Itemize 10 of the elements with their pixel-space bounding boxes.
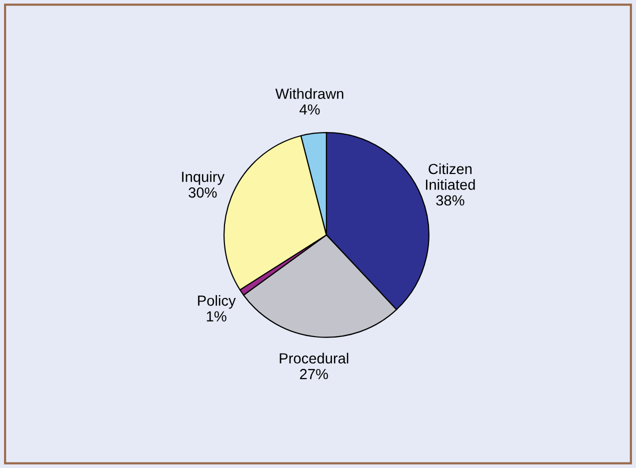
- data-label: 30%: [188, 187, 217, 198]
- slice-label: Procedural: [280, 352, 348, 364]
- slice-label: Inquiry: [182, 171, 225, 185]
- data-label: 38%: [436, 195, 464, 206]
- slice-label: Withdrawn: [275, 88, 344, 99]
- data-label: 4%: [300, 104, 320, 115]
- data-label: 1%: [206, 311, 226, 322]
- slice-label: Policy: [198, 295, 236, 309]
- data-label: 27%: [300, 368, 328, 380]
- slice-label: Citizen Initiated: [426, 163, 475, 190]
